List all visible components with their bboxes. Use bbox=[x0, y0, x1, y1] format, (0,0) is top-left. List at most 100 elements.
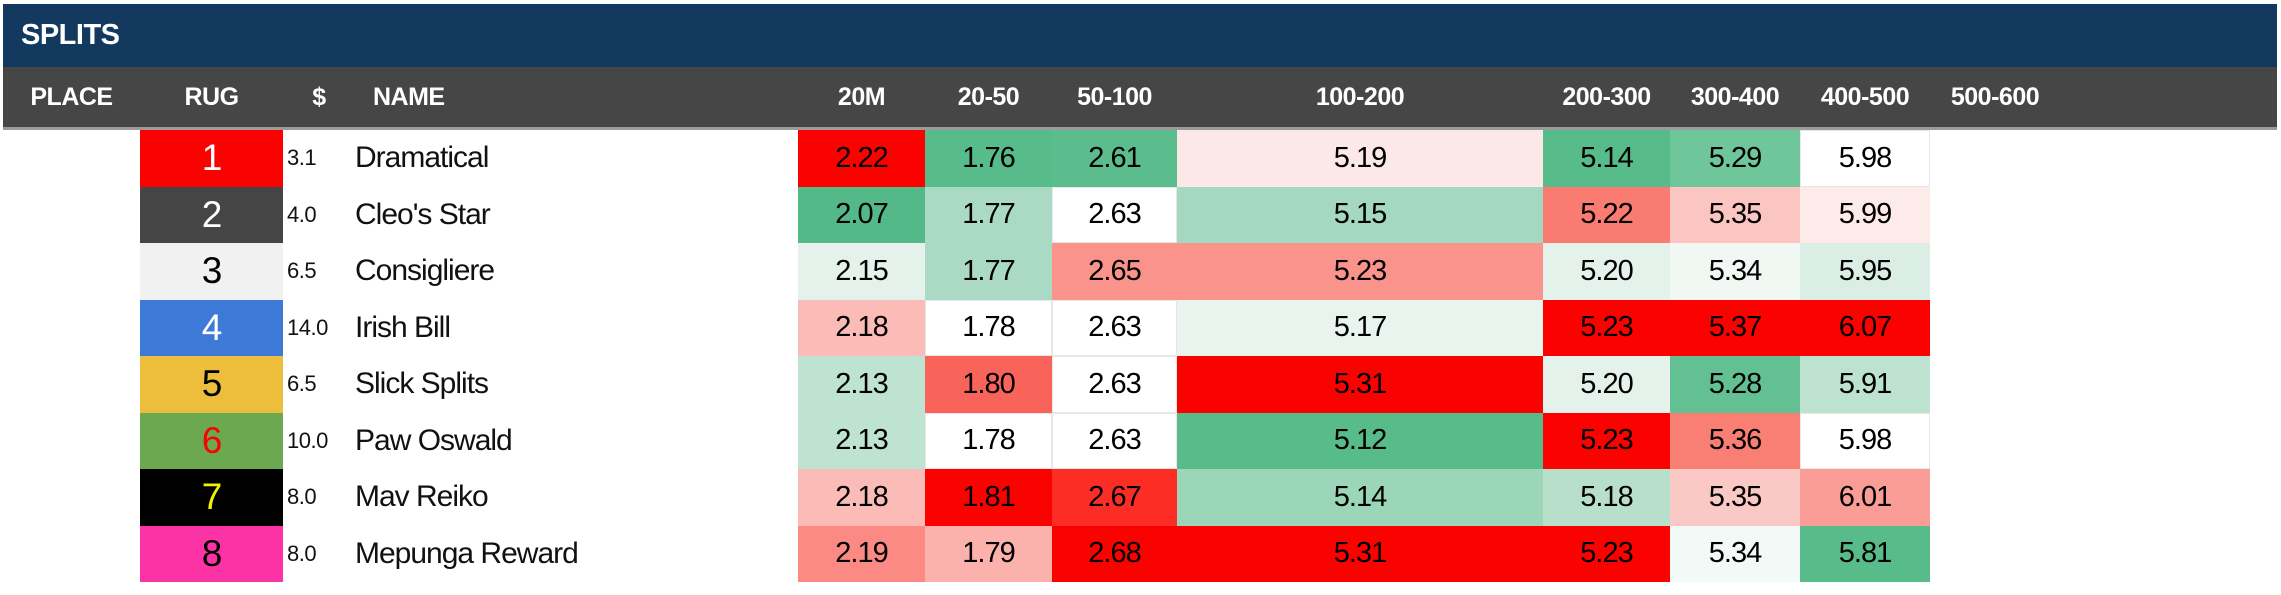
split-cell: 2.63 bbox=[1052, 186, 1177, 243]
split-cell: 1.78 bbox=[925, 412, 1052, 469]
rug-badge: 8 bbox=[140, 525, 283, 582]
place-cell bbox=[3, 186, 140, 243]
split-cell: 5.18 bbox=[1543, 469, 1670, 526]
split-cell: 5.15 bbox=[1177, 186, 1543, 243]
rug-badge: 3 bbox=[140, 243, 283, 300]
table-row: 5 6.5 Slick Splits 2.13 1.80 2.63 5.31 5… bbox=[3, 356, 2277, 413]
rug-badge: 6 bbox=[140, 412, 283, 469]
rug-badge: 4 bbox=[140, 299, 283, 356]
odds-cell: 8.0 bbox=[287, 540, 317, 566]
split-cell: 5.20 bbox=[1543, 356, 1670, 413]
split-cell: 5.36 bbox=[1670, 412, 1800, 469]
row-filler bbox=[2060, 130, 2277, 187]
table-row: 7 8.0 Mav Reiko 2.18 1.81 2.67 5.14 5.18… bbox=[3, 469, 2277, 526]
odds-cell: 3.1 bbox=[287, 145, 317, 171]
table-row: 8 8.0 Mepunga Reward 2.19 1.79 2.68 5.31… bbox=[3, 525, 2277, 582]
row-filler bbox=[2060, 356, 2277, 413]
split-cell: 5.14 bbox=[1543, 130, 1670, 187]
table-row: 6 10.0 Paw Oswald 2.13 1.78 2.63 5.12 5.… bbox=[3, 412, 2277, 469]
split-cell bbox=[1930, 469, 2060, 526]
split-cell: 5.17 bbox=[1177, 299, 1543, 356]
odds-cell: 14.0 bbox=[287, 314, 328, 340]
name-cell: Cleo's Star bbox=[355, 197, 491, 231]
col-header-100-200: 100-200 bbox=[1315, 82, 1405, 111]
page-title: SPLITS bbox=[21, 19, 120, 51]
split-cell: 5.81 bbox=[1800, 525, 1930, 582]
col-header-20m: 20M bbox=[837, 82, 886, 111]
col-header-20-50: 20-50 bbox=[957, 82, 1020, 111]
table-row: 4 14.0 Irish Bill 2.18 1.78 2.63 5.17 5.… bbox=[3, 299, 2277, 356]
split-cell: 5.23 bbox=[1543, 525, 1670, 582]
split-cell: 2.13 bbox=[798, 356, 925, 413]
name-cell: Irish Bill bbox=[355, 310, 451, 344]
place-cell bbox=[3, 525, 140, 582]
col-header-400-500: 400-500 bbox=[1820, 82, 1910, 111]
table-row: 1 3.1 Dramatical 2.22 1.76 2.61 5.19 5.1… bbox=[3, 130, 2277, 187]
row-filler bbox=[2060, 299, 2277, 356]
split-cell: 5.31 bbox=[1177, 356, 1543, 413]
split-cell bbox=[1930, 412, 2060, 469]
split-cell bbox=[1930, 525, 2060, 582]
split-cell: 5.28 bbox=[1670, 356, 1800, 413]
row-filler bbox=[2060, 243, 2277, 300]
split-cell: 5.23 bbox=[1177, 243, 1543, 300]
place-cell bbox=[3, 130, 140, 187]
name-cell: Paw Oswald bbox=[355, 423, 513, 457]
col-header-odds: $ bbox=[312, 82, 326, 111]
odds-cell: 6.5 bbox=[287, 371, 317, 397]
split-cell: 5.22 bbox=[1543, 186, 1670, 243]
col-header-300-400: 300-400 bbox=[1690, 82, 1780, 111]
rug-badge: 1 bbox=[140, 130, 283, 187]
odds-cell: 8.0 bbox=[287, 484, 317, 510]
col-header-500-600: 500-600 bbox=[1950, 82, 2040, 111]
split-cell: 5.23 bbox=[1543, 412, 1670, 469]
split-cell: 2.63 bbox=[1052, 356, 1177, 413]
split-cell: 1.81 bbox=[925, 469, 1052, 526]
split-cell: 1.80 bbox=[925, 356, 1052, 413]
split-cell: 6.01 bbox=[1800, 469, 1930, 526]
split-cell: 5.19 bbox=[1177, 130, 1543, 187]
name-cell: Mav Reiko bbox=[355, 480, 489, 514]
name-cell: Dramatical bbox=[355, 141, 489, 175]
split-cell: 5.98 bbox=[1800, 412, 1930, 469]
rug-badge: 2 bbox=[140, 186, 283, 243]
split-cell: 5.29 bbox=[1670, 130, 1800, 187]
split-cell: 5.31 bbox=[1177, 525, 1543, 582]
row-filler bbox=[2060, 469, 2277, 526]
split-cell: 1.78 bbox=[925, 299, 1052, 356]
place-cell bbox=[3, 412, 140, 469]
place-cell bbox=[3, 469, 140, 526]
rug-badge: 5 bbox=[140, 356, 283, 413]
table-header-row: PLACE RUG $ NAME 20M 20-50 50-100 100-20… bbox=[3, 67, 2277, 130]
rug-badge: 7 bbox=[140, 469, 283, 526]
split-cell: 5.34 bbox=[1670, 243, 1800, 300]
split-cell bbox=[1930, 299, 2060, 356]
col-header-name: NAME bbox=[373, 82, 445, 111]
col-header-200-300: 200-300 bbox=[1562, 82, 1651, 111]
split-cell bbox=[1930, 243, 2060, 300]
name-cell: Slick Splits bbox=[355, 367, 489, 401]
name-cell: Mepunga Reward bbox=[355, 536, 579, 570]
split-cell: 5.14 bbox=[1177, 469, 1543, 526]
split-cell: 2.22 bbox=[798, 130, 925, 187]
col-header-rug: RUG bbox=[184, 82, 239, 111]
split-cell bbox=[1930, 186, 2060, 243]
row-filler bbox=[2060, 186, 2277, 243]
split-cell: 1.79 bbox=[925, 525, 1052, 582]
split-cell: 5.20 bbox=[1543, 243, 1670, 300]
col-header-50-100: 50-100 bbox=[1077, 82, 1152, 111]
split-cell: 5.23 bbox=[1543, 299, 1670, 356]
row-filler bbox=[2060, 412, 2277, 469]
split-cell: 2.18 bbox=[798, 469, 925, 526]
table-row: 3 6.5 Consigliere 2.15 1.77 2.65 5.23 5.… bbox=[3, 243, 2277, 300]
place-cell bbox=[3, 243, 140, 300]
split-cell: 2.65 bbox=[1052, 243, 1177, 300]
split-cell: 5.91 bbox=[1800, 356, 1930, 413]
split-cell: 2.15 bbox=[798, 243, 925, 300]
split-cell: 2.19 bbox=[798, 525, 925, 582]
split-cell: 5.98 bbox=[1800, 130, 1930, 187]
split-cell: 2.63 bbox=[1052, 412, 1177, 469]
split-cell: 5.95 bbox=[1800, 243, 1930, 300]
split-cell: 5.12 bbox=[1177, 412, 1543, 469]
table-row: 2 4.0 Cleo's Star 2.07 1.77 2.63 5.15 5.… bbox=[3, 186, 2277, 243]
